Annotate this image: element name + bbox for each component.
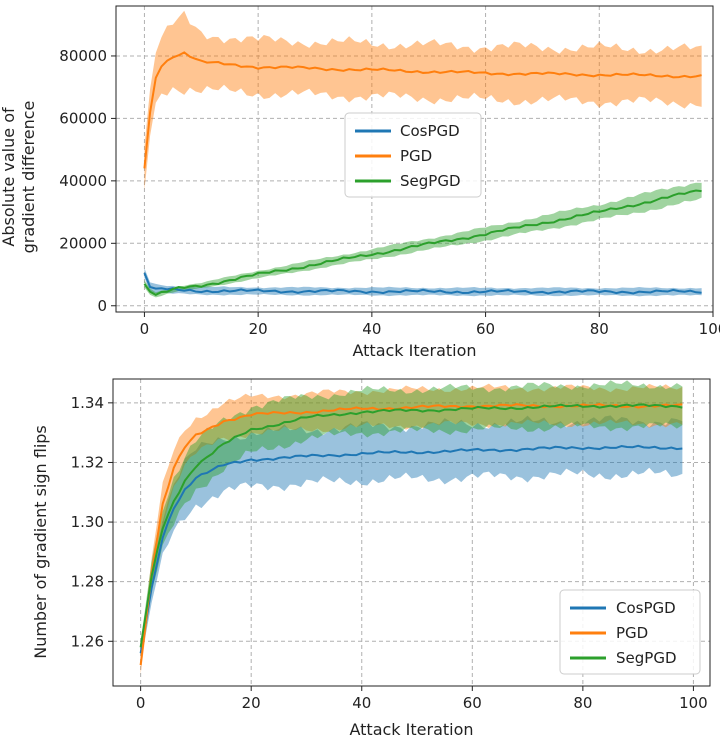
- x-tick-label: 60: [463, 694, 482, 712]
- y-tick-label: 1.32: [71, 453, 104, 471]
- y-tick-label: 0: [97, 297, 107, 315]
- legend-box: [559, 589, 701, 675]
- y-tick-label: 1.28: [71, 573, 104, 591]
- y-tick-labels: 0 20000 40000 60000 80000: [59, 47, 116, 315]
- x-tick-label: 100: [699, 320, 720, 338]
- y-axis-label-line1: Absolute value of: [0, 107, 18, 247]
- x-tick-label: 20: [242, 694, 261, 712]
- plot-frame: [112, 378, 711, 687]
- line-segpgd: [139, 403, 683, 648]
- x-tick-label: 40: [362, 320, 381, 338]
- legend-label-segpgd: SegPGD: [400, 172, 461, 190]
- band-pgd: [140, 383, 683, 675]
- grid: [116, 6, 714, 312]
- y-tick-label: 80000: [59, 47, 107, 65]
- band-pgd: [144, 10, 702, 191]
- y-tick-label: 1.30: [71, 513, 104, 531]
- confidence-bands: [144, 10, 702, 298]
- series-lines: [139, 402, 683, 666]
- y-tick-label: 40000: [59, 172, 107, 190]
- x-axis-label: Attack Iteration: [349, 720, 473, 739]
- legend-box: [344, 112, 482, 198]
- x-tick-label: 20: [249, 320, 268, 338]
- grid: [113, 379, 710, 686]
- x-tick-label: 80: [573, 694, 592, 712]
- x-tick-labels: 0 20 40 60 80 100: [136, 686, 708, 712]
- series-lines: [143, 51, 702, 296]
- chart-gradient-difference: 0 20 40 60 80 100 0 20000 40000 60000 80000 Attac…: [0, 5, 720, 360]
- band-segpgd: [144, 182, 702, 298]
- line-cospgd: [139, 444, 683, 654]
- band-cospgd: [140, 415, 683, 663]
- legend-label-pgd: PGD: [616, 624, 648, 642]
- x-axis-label: Attack Iteration: [352, 341, 476, 360]
- x-tick-labels: 0 20 40 60 80 100: [140, 312, 720, 338]
- line-pgd: [143, 51, 702, 169]
- y-axis-label-line2: gradient difference: [19, 101, 38, 254]
- line-segpgd: [143, 189, 702, 296]
- legend: CosPGD PGD SegPGD: [559, 589, 701, 675]
- chart-sign-flips: 0 20 40 60 80 100 1.26 1.28 1.30 1.32 1.34 Attack…: [31, 378, 711, 739]
- y-axis-label: Number of gradient sign flips: [31, 425, 50, 659]
- x-tick-label: 60: [476, 320, 495, 338]
- legend-label-pgd: PGD: [400, 147, 432, 165]
- x-tick-label: 0: [140, 320, 150, 338]
- y-tick-labels: 1.26 1.28 1.30 1.32 1.34: [71, 394, 113, 650]
- plot-frame: [115, 5, 714, 313]
- y-tick-label: 1.26: [71, 632, 104, 650]
- legend-label-cospgd: CosPGD: [616, 599, 676, 617]
- y-tick-label: 20000: [59, 234, 107, 252]
- y-tick-label: 1.34: [71, 394, 104, 412]
- line-cospgd: [143, 272, 702, 295]
- x-tick-label: 80: [590, 320, 609, 338]
- x-tick-label: 100: [679, 694, 708, 712]
- y-tick-label: 60000: [59, 109, 107, 127]
- x-tick-label: 0: [136, 694, 146, 712]
- legend-label-cospgd: CosPGD: [400, 122, 460, 140]
- band-cospgd: [144, 268, 702, 297]
- x-tick-label: 40: [352, 694, 371, 712]
- legend: CosPGD PGD SegPGD: [344, 112, 482, 198]
- legend-label-segpgd: SegPGD: [616, 649, 677, 667]
